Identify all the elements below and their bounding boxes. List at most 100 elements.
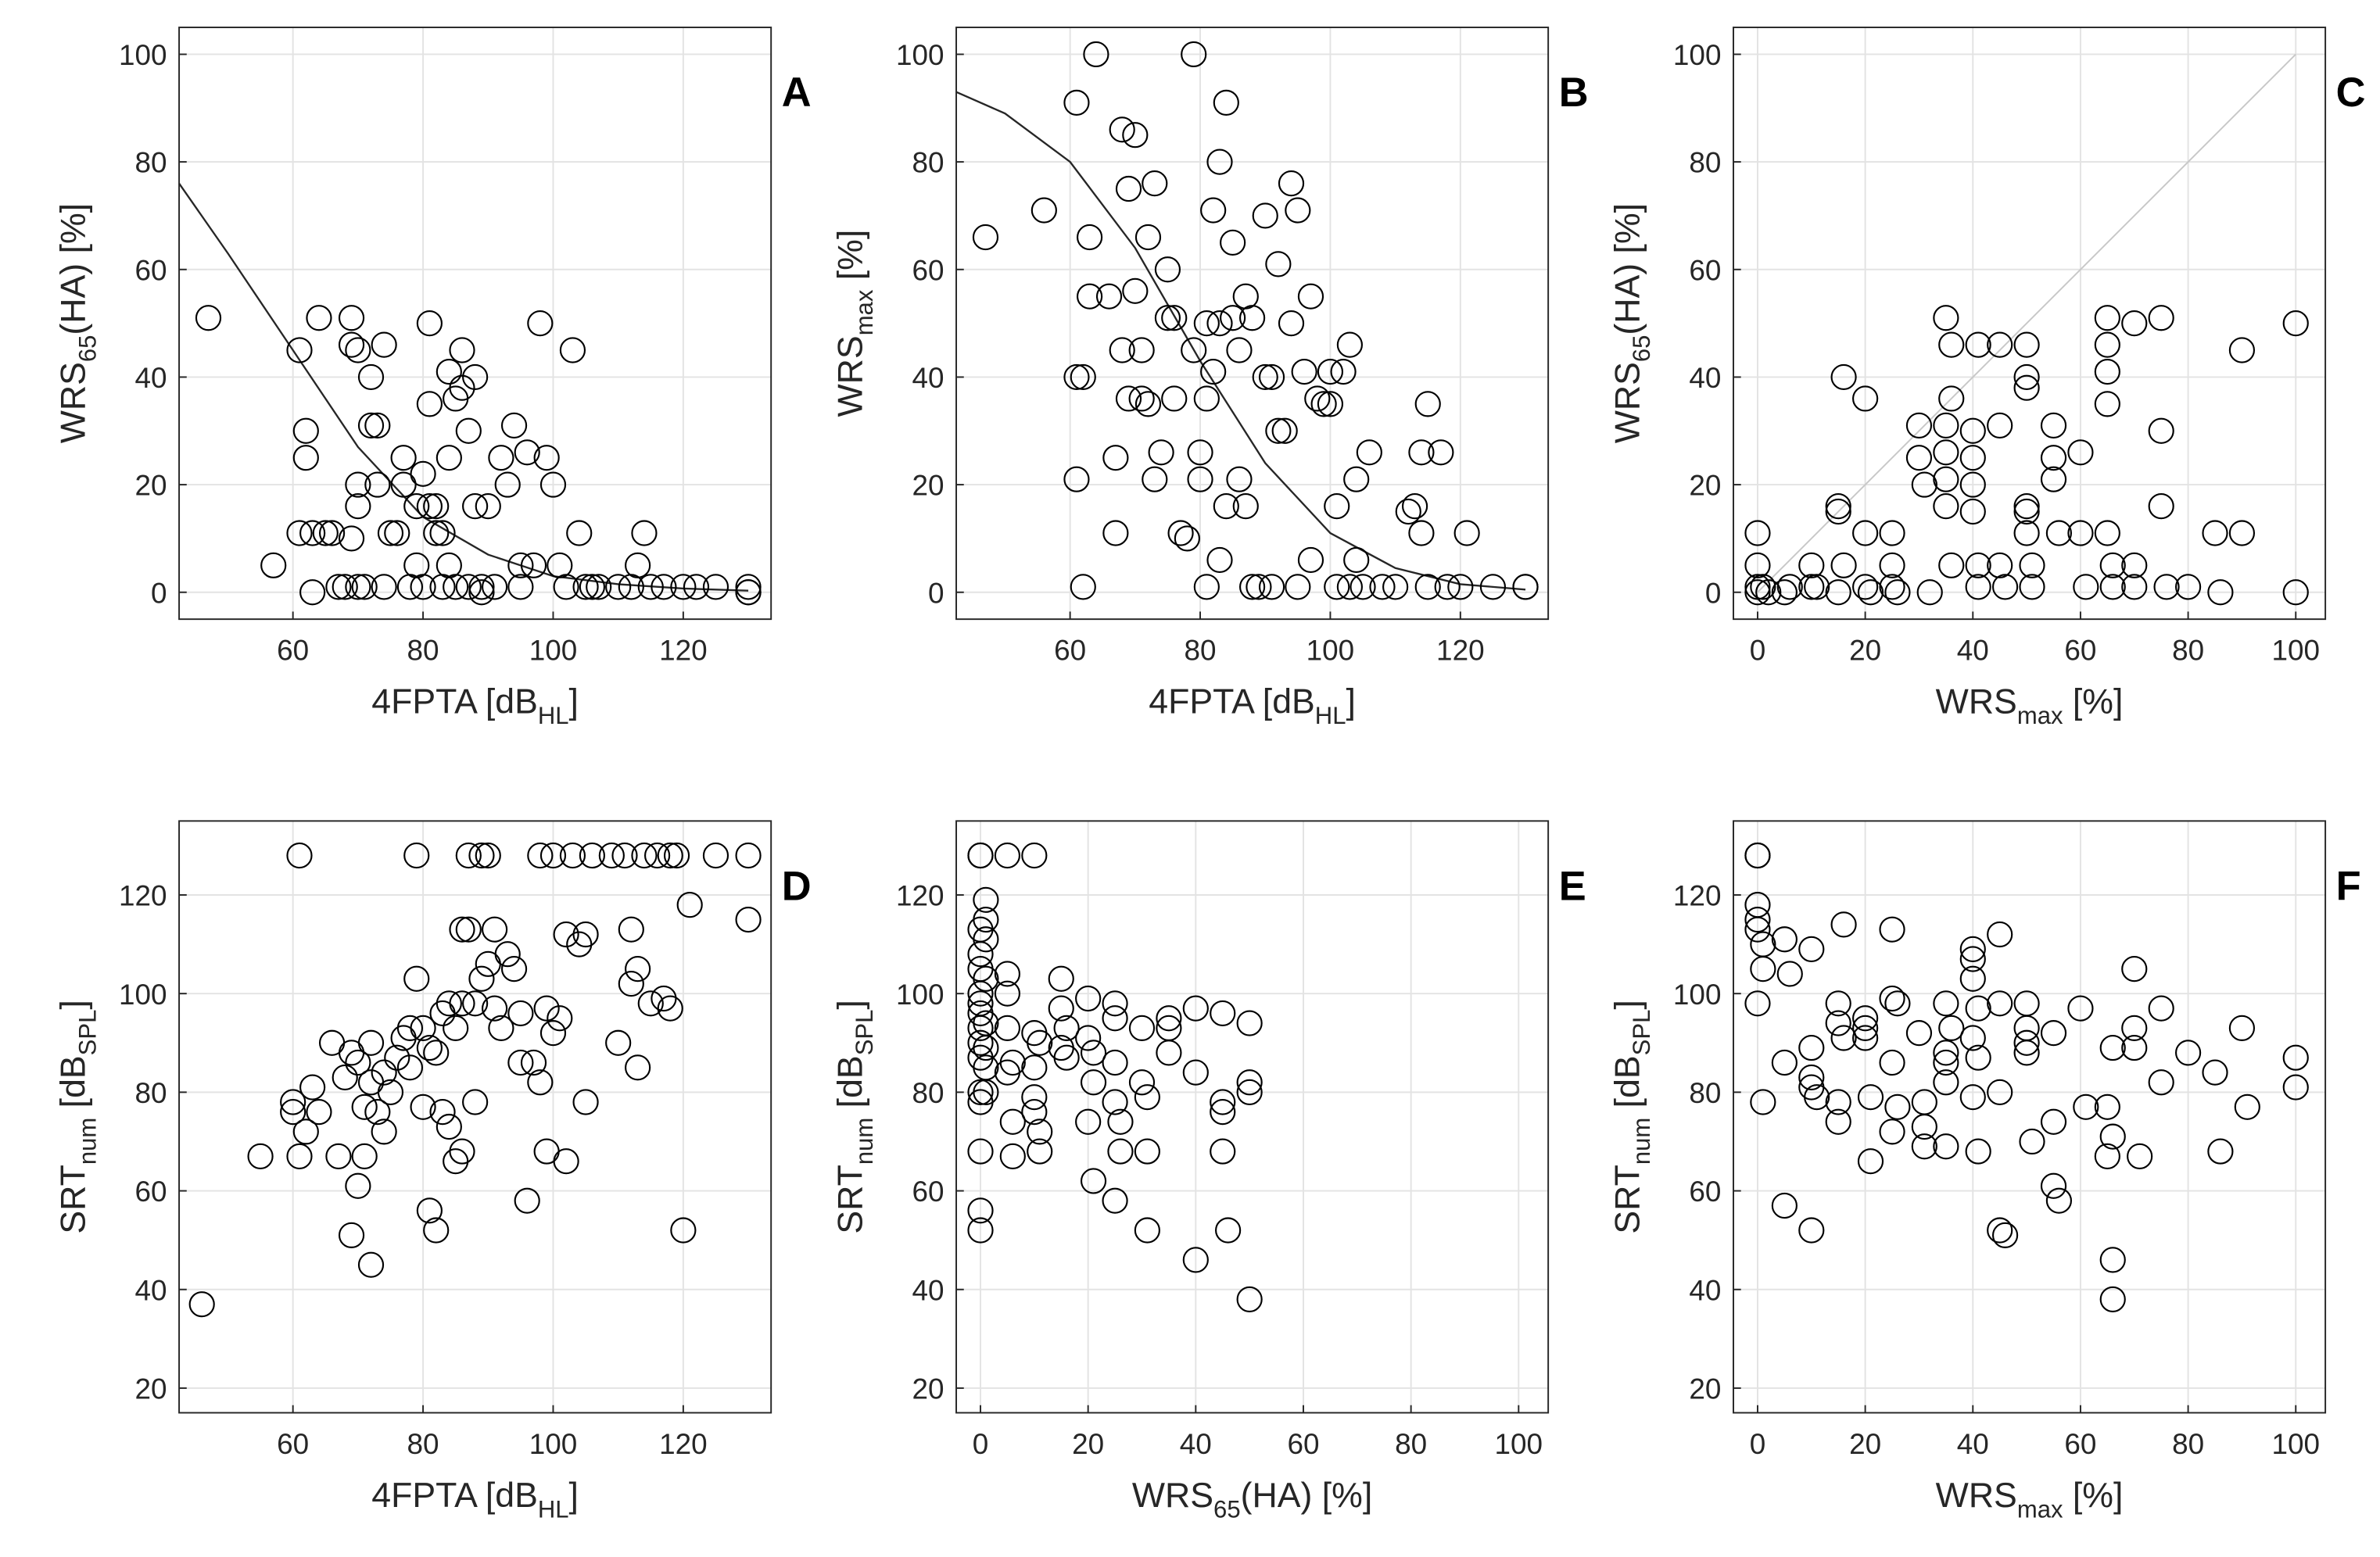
data-point (481, 916, 508, 943)
axes-box (178, 820, 772, 1414)
data-point (292, 417, 319, 444)
data-point (2019, 574, 2045, 600)
data-point (345, 1049, 371, 1076)
data-point (468, 842, 495, 869)
data-point (1258, 363, 1285, 391)
data-point (967, 990, 994, 1017)
data-point (1830, 363, 1857, 391)
data-point (1852, 1015, 1879, 1041)
data-point (1115, 385, 1142, 412)
data-point (1236, 1079, 1263, 1105)
data-point (1852, 385, 1879, 412)
data-point (2148, 417, 2174, 444)
data-point (2121, 1015, 2148, 1041)
x-tick-label: 100 (529, 1428, 578, 1460)
x-tick-label: 40 (1957, 635, 1989, 667)
data-point (1933, 1069, 1959, 1096)
data-point (598, 842, 625, 869)
data-point (1330, 358, 1357, 385)
data-point (1911, 471, 1937, 498)
y-axis-label-part: ] (1609, 1000, 1647, 1009)
data-point (1156, 1040, 1182, 1066)
data-point (625, 552, 651, 578)
data-point (449, 337, 475, 363)
data-point (1317, 358, 1344, 385)
data-point (2013, 374, 2040, 401)
data-point (1771, 1049, 1798, 1076)
data-point (2282, 579, 2309, 606)
data-point (702, 842, 729, 869)
y-axis-label-part: 65 (1628, 335, 1655, 363)
data-point (449, 916, 475, 943)
data-point (1200, 197, 1227, 224)
data-point (1134, 1084, 1160, 1111)
data-point (390, 445, 417, 471)
data-point (332, 1064, 358, 1091)
data-point (1174, 525, 1200, 552)
x-axis-label-part: WRS (1132, 1476, 1213, 1515)
data-point (994, 1015, 1021, 1041)
data-point (1911, 1113, 1937, 1140)
data-point (1258, 574, 1285, 600)
data-point (1857, 579, 1884, 606)
data-point (1852, 1005, 1879, 1032)
x-tick-label: 60 (1054, 635, 1086, 667)
data-point (1232, 493, 1259, 520)
data-point (468, 965, 495, 992)
y-axis-label-part: [%] (832, 230, 870, 290)
y-tick-label: 100 (1673, 39, 1722, 71)
data-point (1852, 574, 1879, 600)
x-tick-label: 80 (1185, 635, 1217, 667)
data-point (338, 305, 365, 331)
y-tick-label: 100 (1673, 979, 1722, 1011)
data-point (702, 574, 729, 600)
data-point (1965, 1138, 1991, 1165)
y-axis-label-part: SRT (832, 1165, 870, 1233)
data-point (637, 990, 664, 1017)
data-point (416, 391, 443, 417)
y-tick-label: 120 (896, 880, 944, 912)
y-tick-label: 40 (912, 362, 944, 394)
data-point (318, 520, 346, 546)
data-point (286, 842, 313, 869)
data-point (2067, 439, 2094, 466)
y-tick-label: 80 (912, 1077, 944, 1109)
data-point (2234, 1093, 2260, 1120)
data-point (2094, 305, 2120, 331)
data-point (1324, 493, 1350, 520)
x-tick-label: 120 (659, 1428, 708, 1460)
data-point (2067, 995, 2094, 1022)
y-axis-label-part: SRT (55, 1165, 93, 1233)
data-point (2121, 956, 2148, 983)
x-tick-label: 100 (1306, 635, 1355, 667)
data-point (618, 916, 644, 943)
x-axis-label-part: (HA) [%] (1241, 1476, 1373, 1515)
data-point (377, 1079, 404, 1105)
data-point (2282, 1044, 2309, 1071)
data-point (605, 1029, 632, 1056)
data-point (973, 926, 999, 953)
x-tick-label: 80 (407, 635, 439, 667)
data-point (2013, 493, 2040, 520)
data-point (1987, 412, 2013, 438)
data-point (2040, 1108, 2067, 1135)
y-tick-label: 20 (135, 470, 167, 502)
plot-area (1733, 821, 2326, 1413)
data-point (967, 1138, 994, 1165)
data-point (1083, 41, 1109, 68)
data-point (455, 842, 482, 869)
data-point (1987, 1217, 2013, 1244)
data-point (1193, 310, 1220, 337)
data-point (2013, 331, 2040, 358)
data-point (527, 310, 554, 337)
data-point (520, 1049, 547, 1076)
data-point (488, 1015, 514, 1041)
data-point (967, 1197, 994, 1224)
x-tick-label: 20 (1072, 1428, 1104, 1460)
data-point (462, 493, 489, 520)
data-point (1148, 439, 1174, 466)
data-point (2013, 363, 2040, 391)
data-point (1109, 337, 1135, 363)
data-point (1226, 466, 1253, 492)
